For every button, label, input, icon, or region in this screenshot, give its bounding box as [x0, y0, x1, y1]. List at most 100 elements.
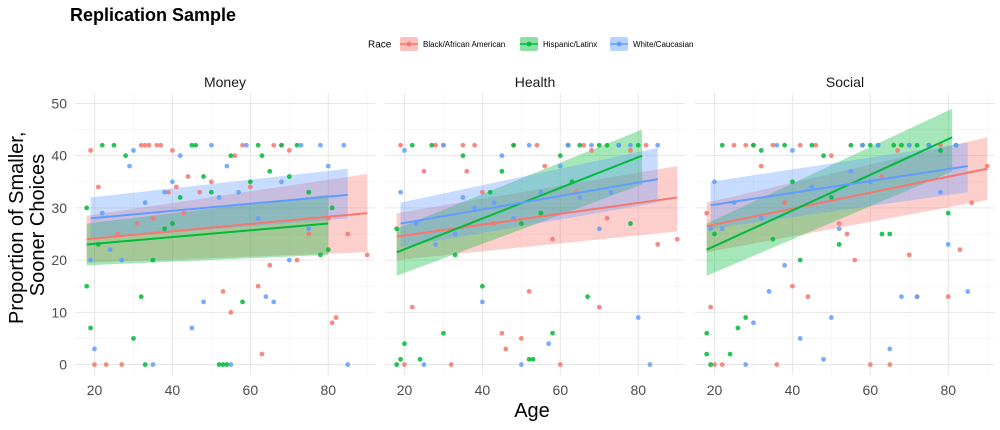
- data-point: [828, 153, 834, 159]
- data-point: [499, 168, 505, 174]
- facet-panel-social: Social 20 40 60 80: [695, 74, 995, 398]
- data-point: [181, 210, 187, 216]
- data-point: [267, 262, 273, 268]
- trend-line: [710, 165, 968, 207]
- data-point: [628, 221, 633, 226]
- data-point: [166, 189, 171, 195]
- data-point: [821, 153, 826, 159]
- data-point: [146, 142, 152, 148]
- data-point: [170, 179, 175, 185]
- data-point: [616, 142, 622, 148]
- data-point: [345, 362, 351, 367]
- data-point: [836, 226, 842, 232]
- data-point: [452, 252, 458, 258]
- trend-line: [396, 196, 678, 238]
- data-point: [402, 148, 407, 153]
- data-point: [480, 189, 485, 195]
- data-point: [220, 289, 226, 294]
- data-point: [782, 142, 788, 148]
- data-point: [708, 304, 713, 310]
- data-point: [394, 362, 400, 367]
- data-point: [255, 283, 261, 289]
- data-point: [417, 356, 423, 362]
- data-point: [891, 142, 897, 148]
- data-point: [914, 294, 920, 300]
- confidence-band: [86, 194, 329, 266]
- data-point: [84, 205, 90, 211]
- data-point: [480, 283, 485, 289]
- data-point: [585, 294, 590, 300]
- legend-label-black: Black/African American: [423, 40, 505, 49]
- data-point: [131, 148, 136, 153]
- data-point: [790, 148, 795, 153]
- data-point: [119, 257, 125, 263]
- data-point: [398, 142, 403, 148]
- trend-line: [90, 193, 348, 220]
- y-tick-label: 0: [59, 357, 67, 373]
- data-point: [286, 174, 292, 179]
- data-point: [294, 257, 300, 263]
- confidence-band: [706, 108, 953, 276]
- data-point: [719, 142, 725, 148]
- data-point: [177, 153, 183, 159]
- legend-entry-0: Black/African American: [400, 37, 505, 51]
- data-point: [263, 294, 269, 300]
- data-point: [596, 304, 602, 310]
- data-point: [899, 142, 904, 148]
- data-point: [906, 142, 912, 148]
- data-point: [216, 195, 222, 200]
- data-point: [480, 299, 485, 305]
- legend-title: Race: [368, 40, 392, 51]
- data-point: [138, 294, 144, 300]
- data-point: [735, 325, 741, 331]
- x-tick-label: 40: [165, 382, 181, 398]
- data-point: [914, 142, 920, 148]
- data-point: [255, 215, 261, 221]
- data-point: [325, 247, 331, 253]
- data-point: [945, 294, 951, 300]
- facet-panel-health: Health 20 40 60 80: [385, 74, 685, 398]
- data-point: [441, 142, 446, 148]
- data-point: [770, 236, 776, 242]
- data-point: [550, 236, 555, 242]
- data-point: [719, 226, 725, 232]
- data-point: [228, 362, 234, 367]
- data-point: [797, 142, 803, 148]
- data-point: [433, 242, 439, 247]
- data-point: [92, 346, 97, 352]
- data-point: [487, 189, 493, 195]
- data-point: [224, 362, 230, 367]
- legend: Race Black/African American Hispanic/Lat…: [368, 37, 693, 51]
- data-point: [220, 362, 226, 367]
- data-point: [589, 142, 594, 148]
- data-point: [247, 179, 253, 185]
- data-point: [813, 142, 819, 148]
- data-point: [142, 142, 148, 148]
- data-point: [712, 179, 717, 185]
- chart-title: Replication Sample: [70, 5, 236, 25]
- data-point: [499, 330, 505, 336]
- data-point: [189, 325, 195, 331]
- data-point: [318, 252, 323, 258]
- data-point: [643, 142, 649, 148]
- data-point: [899, 294, 904, 300]
- data-point: [201, 299, 206, 305]
- data-point: [743, 142, 749, 148]
- data-point: [655, 242, 661, 247]
- trend-line: [706, 136, 953, 251]
- data-point: [131, 336, 136, 341]
- data-point: [879, 231, 885, 237]
- data-point: [162, 189, 168, 195]
- data-point: [887, 231, 893, 237]
- data-point: [394, 226, 400, 232]
- data-point: [170, 221, 175, 226]
- data-point: [134, 221, 140, 226]
- x-tick-label: 80: [630, 382, 646, 398]
- data-point: [413, 221, 419, 226]
- data-point: [306, 189, 312, 195]
- data-point: [758, 148, 764, 153]
- data-point: [162, 226, 168, 232]
- data-point: [460, 142, 466, 148]
